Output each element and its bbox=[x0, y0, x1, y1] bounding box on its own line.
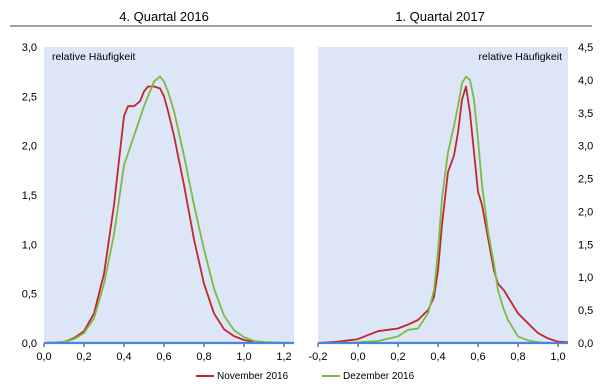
right-x-tick-label: 0,6 bbox=[470, 351, 485, 363]
left-y-tick-label: 1,0 bbox=[22, 239, 37, 251]
legend-label-november: November 2016 bbox=[217, 371, 289, 381]
right-y-tick-label: 2,5 bbox=[578, 174, 593, 186]
right-y-tick-label: 0,5 bbox=[578, 305, 593, 317]
right-x-tick-label: 1,0 bbox=[550, 351, 565, 363]
right-y-tick-label: 1,0 bbox=[578, 272, 593, 284]
right-y-tick-label: 3,0 bbox=[578, 141, 593, 153]
left-x-tick-label: 1,0 bbox=[236, 351, 251, 363]
left-x-tick-label: 0,4 bbox=[116, 351, 131, 363]
left-x-tick-label: 0,0 bbox=[36, 351, 51, 363]
ylabel-right: relative Häufigkeit bbox=[479, 51, 563, 63]
right-chart: 0,0 0,5 1,0 1,5 2,0 2,5 3,0 3,5 4,0 4,5 -0,2 0,0 0,2… bbox=[309, 42, 594, 363]
right-y-tick-label: 0,0 bbox=[578, 338, 593, 350]
left-series-november-2016-line bbox=[43, 85, 294, 344]
left-x-tick-label: 0,6 bbox=[156, 351, 171, 363]
right-x-tick-label: -0,2 bbox=[309, 351, 328, 363]
left-x-tick-label: 1,2 bbox=[276, 351, 291, 363]
right-y-tick-label: 2,0 bbox=[578, 206, 593, 218]
right-series-november-2016-line bbox=[317, 85, 569, 344]
right-x-tick-label: 0,4 bbox=[430, 351, 445, 363]
left-x-tick-label: 0,2 bbox=[76, 351, 91, 363]
left-series-dezember-2016-line bbox=[43, 75, 295, 344]
chart-title-left: 4. Quartal 2016 bbox=[119, 9, 209, 24]
right-x-tick-label: 0,0 bbox=[350, 351, 365, 363]
right-y-tick-label: 3,5 bbox=[578, 108, 593, 120]
right-y-tick-label: 4,0 bbox=[578, 75, 593, 87]
left-x-tick-label: 0,8 bbox=[196, 351, 211, 363]
chart-title-right: 1. Quartal 2017 bbox=[395, 9, 485, 24]
left-y-tick-label: 3,0 bbox=[22, 42, 37, 54]
right-x-tick-label: 0,8 bbox=[510, 351, 525, 363]
left-y-tick-label: 2,5 bbox=[22, 91, 37, 103]
right-x-tick-label: 0,2 bbox=[390, 351, 405, 363]
legend-label-dezember: Dezember 2016 bbox=[343, 371, 415, 381]
right-y-tick-label: 4,5 bbox=[578, 42, 593, 54]
ylabel-left: relative Häufigkeit bbox=[52, 51, 136, 63]
left-y-tick-label: 2,0 bbox=[22, 141, 37, 153]
right-y-tick-label: 1,5 bbox=[578, 239, 593, 251]
plot-area-left bbox=[44, 47, 294, 343]
legend: November 2016 Dezember 2016 bbox=[196, 371, 415, 382]
left-y-tick-label: 0,5 bbox=[22, 289, 37, 301]
left-chart: 0,0 0,5 1,0 1,5 2,0 2,5 3,0 0,0 0,2 0,4 0,6 0,8 1,0 1… bbox=[22, 42, 295, 363]
left-y-tick-label: 1,5 bbox=[22, 190, 37, 202]
right-series-dezember-2016-line bbox=[318, 75, 568, 344]
left-y-tick-label: 0,0 bbox=[22, 338, 37, 350]
